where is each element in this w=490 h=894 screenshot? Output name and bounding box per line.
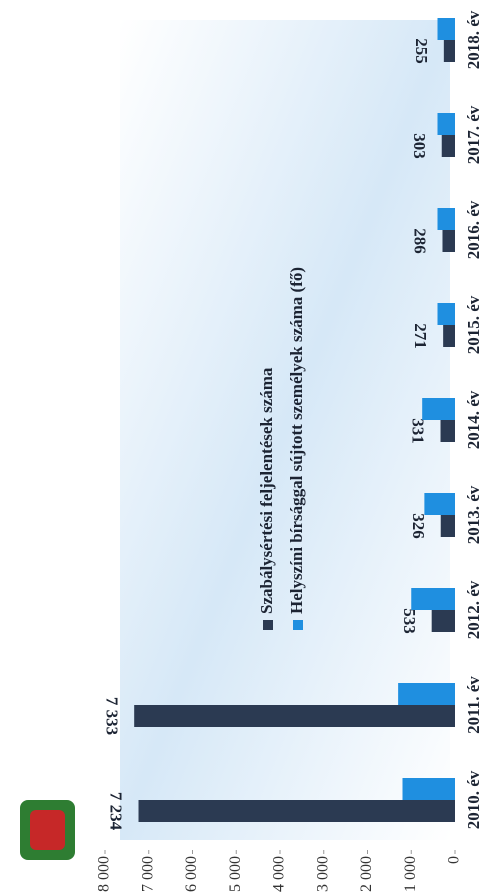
- y-tick-label: 4 000: [271, 856, 288, 892]
- value-label: 326: [409, 513, 428, 539]
- value-label: 286: [411, 228, 430, 254]
- legend-marker: [293, 620, 303, 630]
- legend-label: Szabálysértési feljelentések száma: [257, 367, 276, 614]
- value-label: 331: [409, 418, 428, 444]
- bar: [440, 515, 455, 537]
- y-tick-label: 3 000: [314, 856, 331, 892]
- bar: [411, 588, 455, 610]
- logo: [20, 800, 75, 860]
- bar: [138, 800, 455, 822]
- y-tick-label: 6 000: [183, 856, 200, 892]
- bar: [402, 778, 455, 800]
- bar: [441, 135, 455, 157]
- bar: [437, 303, 455, 325]
- y-tick-label: 1 000: [402, 856, 419, 892]
- x-tick-label: 2017. év: [464, 105, 483, 164]
- x-tick-label: 2011. év: [464, 676, 483, 734]
- bar: [437, 18, 455, 40]
- bar: [422, 398, 455, 420]
- bar: [437, 113, 455, 135]
- value-label: 533: [400, 608, 419, 634]
- bar: [424, 493, 455, 515]
- background: [120, 20, 450, 840]
- plot: 0 1 000 2 000 3 000 4 000 5 000 6 000 7 000 8 00…: [96, 10, 483, 892]
- bar: [398, 683, 455, 705]
- value-label: 7 234: [107, 792, 126, 831]
- x-tick-label: 2012. év: [464, 580, 483, 639]
- bar: [134, 705, 455, 727]
- x-tick-label: 2010. év: [464, 770, 483, 829]
- x-tick-label: 2013. év: [464, 485, 483, 544]
- bar: [442, 230, 455, 252]
- y-tick-label: 0: [446, 856, 463, 864]
- x-tick-label: 2015. év: [464, 295, 483, 354]
- y-tick-label: 8 000: [96, 856, 113, 892]
- y-tick-label: 2 000: [358, 856, 375, 892]
- bar: [437, 208, 455, 230]
- legend-marker: [263, 620, 273, 630]
- y-tick-label: 5 000: [227, 856, 244, 892]
- value-label: 303: [410, 133, 429, 159]
- bar: [440, 420, 455, 442]
- y-tick-label: 7 000: [139, 856, 156, 892]
- value-label: 271: [411, 323, 430, 349]
- x-tick-label: 2016. év: [464, 200, 483, 259]
- x-tick-label: 2018. év: [464, 10, 483, 69]
- bar: [443, 40, 455, 62]
- bar: [431, 610, 455, 632]
- legend-label: Helyszíni bírsággal sújtott személyek sz…: [287, 267, 306, 614]
- x-tick-label: 2014. év: [464, 390, 483, 449]
- value-label: 7 333: [102, 697, 121, 735]
- value-label: 255: [412, 38, 431, 64]
- bar: [443, 325, 455, 347]
